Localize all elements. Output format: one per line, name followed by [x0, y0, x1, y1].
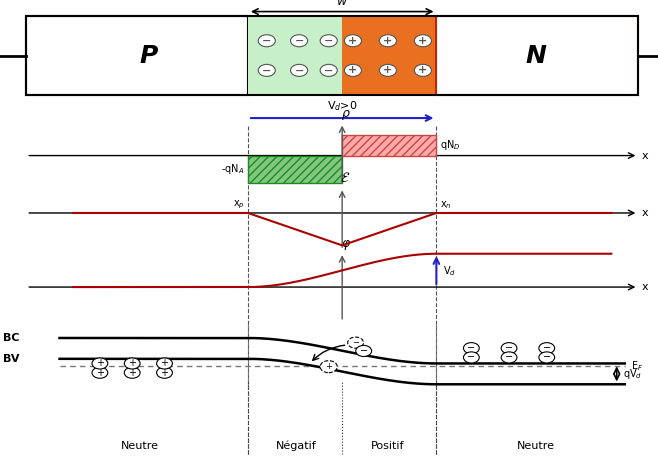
- Text: −: −: [505, 352, 513, 363]
- Text: −: −: [543, 343, 551, 353]
- Text: −: −: [294, 36, 304, 46]
- Text: $\mathcal{E}$: $\mathcal{E}$: [340, 171, 351, 185]
- Text: x: x: [642, 282, 648, 292]
- Circle shape: [380, 35, 397, 47]
- Text: Positif: Positif: [371, 441, 405, 451]
- Circle shape: [344, 35, 361, 47]
- Text: +: +: [161, 368, 168, 378]
- Text: P: P: [139, 44, 157, 68]
- Circle shape: [92, 358, 108, 369]
- Text: +: +: [96, 358, 104, 369]
- Text: +: +: [348, 65, 357, 75]
- Text: +: +: [128, 358, 136, 369]
- Bar: [248, 156, 342, 183]
- Bar: [342, 16, 436, 95]
- Text: −: −: [324, 65, 334, 75]
- Circle shape: [291, 64, 308, 76]
- Text: −: −: [505, 343, 513, 353]
- Bar: [26, 16, 638, 95]
- Text: V$_d$>0: V$_d$>0: [327, 99, 357, 113]
- Text: V$_d$: V$_d$: [443, 264, 456, 278]
- Text: −: −: [467, 343, 476, 353]
- Text: −: −: [467, 352, 476, 363]
- Text: −: −: [352, 338, 359, 347]
- Text: ρ: ρ: [342, 107, 349, 120]
- Text: −: −: [262, 36, 272, 46]
- Text: BC: BC: [3, 333, 20, 343]
- Circle shape: [380, 64, 397, 76]
- Circle shape: [415, 64, 432, 76]
- Text: Neutre: Neutre: [517, 441, 555, 451]
- Text: E$_F$: E$_F$: [632, 359, 644, 373]
- Bar: [26, 16, 248, 95]
- Circle shape: [463, 352, 479, 363]
- Circle shape: [258, 35, 275, 47]
- Circle shape: [501, 343, 517, 354]
- Text: +: +: [325, 362, 332, 371]
- Text: Neutre: Neutre: [121, 441, 159, 451]
- Circle shape: [157, 358, 172, 369]
- Text: +: +: [384, 65, 393, 75]
- Text: BV: BV: [3, 354, 20, 364]
- Text: x$_p$: x$_p$: [233, 198, 245, 211]
- Circle shape: [501, 352, 517, 363]
- Circle shape: [258, 64, 275, 76]
- Circle shape: [320, 64, 338, 76]
- Text: x: x: [642, 208, 648, 218]
- Circle shape: [356, 345, 372, 357]
- Text: +: +: [384, 36, 393, 46]
- Circle shape: [415, 35, 432, 47]
- Text: +: +: [128, 368, 136, 378]
- Text: +: +: [96, 368, 104, 378]
- Circle shape: [320, 361, 338, 373]
- Circle shape: [344, 64, 361, 76]
- Text: qV$_d$: qV$_d$: [623, 367, 643, 381]
- Text: −: −: [324, 36, 334, 46]
- Text: N: N: [526, 44, 546, 68]
- Circle shape: [124, 367, 140, 378]
- Text: w: w: [337, 0, 347, 8]
- Text: -qN$_A$: -qN$_A$: [221, 163, 245, 176]
- Circle shape: [347, 337, 363, 348]
- Text: +: +: [418, 36, 428, 46]
- Circle shape: [539, 352, 555, 363]
- Text: φ: φ: [342, 237, 349, 250]
- Text: −: −: [262, 65, 272, 75]
- Text: −: −: [360, 346, 368, 356]
- Bar: [342, 135, 436, 156]
- Text: +: +: [348, 36, 357, 46]
- Bar: [248, 16, 342, 95]
- Circle shape: [463, 343, 479, 354]
- Text: −: −: [294, 65, 304, 75]
- Bar: [436, 16, 638, 95]
- Circle shape: [124, 358, 140, 369]
- Circle shape: [320, 35, 338, 47]
- Circle shape: [92, 367, 108, 378]
- Circle shape: [157, 367, 172, 378]
- Text: x: x: [642, 150, 648, 161]
- Text: Négatif: Négatif: [276, 441, 316, 451]
- Circle shape: [539, 343, 555, 354]
- Text: −: −: [543, 352, 551, 363]
- Text: +: +: [418, 65, 428, 75]
- Text: +: +: [161, 358, 168, 369]
- Text: x$_n$: x$_n$: [440, 199, 451, 211]
- Circle shape: [291, 35, 308, 47]
- Text: qN$_D$: qN$_D$: [440, 138, 460, 152]
